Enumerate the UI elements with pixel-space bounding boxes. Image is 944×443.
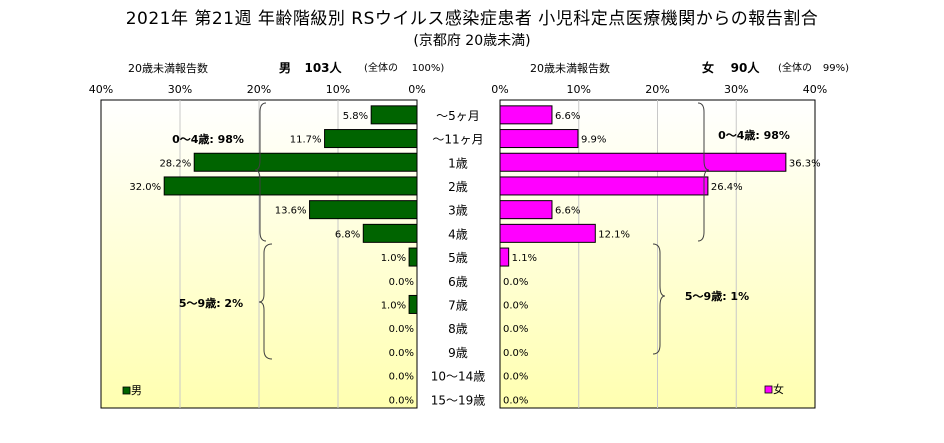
left-brace-0-4	[254, 102, 267, 242]
data-label-female: 6.6%	[555, 206, 580, 217]
legend-female-label: 女	[773, 382, 784, 396]
left-brace-5-9	[258, 243, 273, 360]
data-label-male: 11.7%	[290, 135, 322, 146]
bar-female	[499, 247, 510, 267]
bar-female	[499, 152, 787, 172]
data-label-male: 5.8%	[343, 111, 368, 122]
left-annotation-5-9: 5～9歳: 2%	[179, 296, 243, 310]
x-tick-label-left: 40%	[89, 83, 113, 96]
bar-female	[499, 200, 553, 220]
data-label-female: 0.0%	[503, 324, 528, 335]
right-header-ratio: 99%)	[823, 63, 849, 74]
right-brace-0-4	[697, 102, 710, 242]
data-label-male: 0.0%	[389, 277, 414, 288]
category-label: 5歳	[448, 251, 468, 265]
data-label-male: 0.0%	[389, 372, 414, 383]
bar-male	[193, 152, 418, 172]
category-label: 8歳	[448, 322, 468, 336]
category-label: 7歳	[448, 298, 468, 312]
legend-male-label: 男	[131, 384, 142, 397]
right-annotation-5-9: 5～9歳: 1%	[685, 289, 749, 303]
data-label-male: 1.0%	[381, 253, 406, 264]
chart-title: 2021年 第21週 年齢階級別 RSウイルス感染症患者 小児科定点医療機関から…	[125, 9, 819, 29]
data-label-female: 0.0%	[503, 277, 528, 288]
data-label-female: 36.3%	[789, 158, 821, 169]
right-header-count: 90人	[731, 60, 761, 75]
x-tick-label-right: 30%	[724, 83, 748, 96]
legend-female-swatch	[764, 385, 773, 394]
legend-male-swatch	[122, 386, 131, 395]
x-tick-label-right: 40%	[803, 83, 827, 96]
bar-male	[362, 223, 418, 243]
data-label-female: 6.6%	[555, 111, 580, 122]
x-tick-label-right: 10%	[567, 83, 591, 96]
bar-male	[309, 200, 418, 220]
right-brace-5-9	[652, 243, 666, 355]
category-label: 9歳	[448, 346, 468, 360]
data-label-male: 0.0%	[389, 348, 414, 359]
data-label-female: 0.0%	[503, 372, 528, 383]
x-tick-label-left: 30%	[168, 83, 192, 96]
category-label: 10～14歳	[431, 370, 486, 384]
category-label: ～5ヶ月	[436, 109, 480, 123]
data-label-female: 0.0%	[503, 395, 528, 406]
left-header-ratio: 100%)	[412, 63, 445, 74]
x-tick-label-left: 20%	[247, 83, 271, 96]
bar-male	[163, 176, 418, 196]
category-label: 15～19歳	[431, 393, 486, 407]
data-label-male: 0.0%	[389, 395, 414, 406]
data-label-female: 26.4%	[711, 182, 743, 193]
data-label-male: 0.0%	[389, 324, 414, 335]
left-header-ratio-label: (全体の	[364, 61, 398, 74]
category-label: 1歳	[448, 156, 468, 170]
data-label-male: 6.8%	[335, 229, 360, 240]
x-tick-label-left: 10%	[326, 83, 350, 96]
data-label-female: 12.1%	[598, 229, 630, 240]
data-label-female: 9.9%	[581, 135, 606, 146]
data-label-male: 1.0%	[381, 300, 406, 311]
x-tick-label-right: 0%	[491, 83, 508, 96]
bar-male	[408, 294, 418, 314]
x-tick-label-right: 20%	[645, 83, 669, 96]
right-header-sex: 女	[702, 60, 714, 75]
right-header-label: 20歳未満報告数	[530, 62, 610, 75]
category-label: 4歳	[448, 227, 468, 241]
left-header-count: 103人	[304, 60, 342, 75]
data-label-male: 13.6%	[275, 206, 307, 217]
category-label: 6歳	[448, 275, 468, 289]
data-label-male: 32.0%	[129, 182, 161, 193]
bar-female	[499, 223, 596, 243]
category-label: 2歳	[448, 180, 468, 194]
bar-male	[408, 247, 418, 267]
chart-subtitle: (京都府 20歳未満)	[413, 33, 531, 49]
data-label-female: 0.0%	[503, 348, 528, 359]
category-label: 3歳	[448, 204, 468, 218]
left-header-label: 20歳未満報告数	[128, 62, 208, 75]
data-label-female: 0.0%	[503, 300, 528, 311]
left-annotation-0-4: 0～4歳: 98%	[172, 132, 244, 146]
right-annotation-0-4: 0～4歳: 98%	[718, 128, 790, 142]
data-label-male: 28.2%	[159, 158, 191, 169]
bar-female	[499, 105, 553, 125]
category-label: ～11ヶ月	[432, 133, 483, 147]
right-header-ratio-label: (全体の	[778, 61, 812, 74]
data-label-female: 1.1%	[512, 253, 537, 264]
x-tick-label-left: 0%	[408, 83, 425, 96]
bar-male	[324, 129, 418, 149]
left-header-sex: 男	[279, 61, 291, 75]
bar-female	[499, 176, 709, 196]
bar-male	[370, 105, 418, 125]
bar-female	[499, 129, 579, 149]
